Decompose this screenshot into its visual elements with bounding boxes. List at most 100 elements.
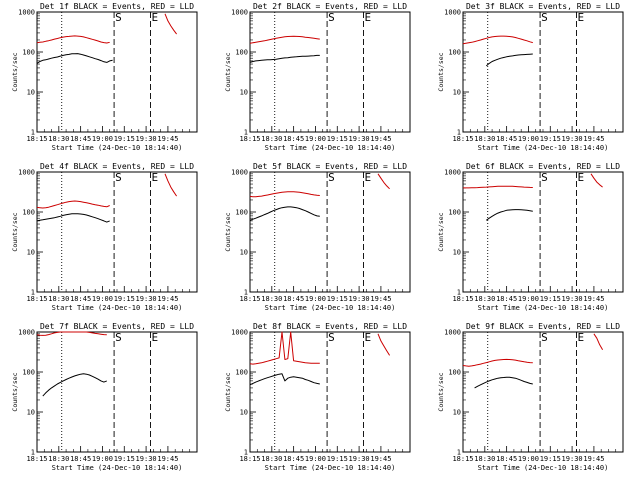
y-tick-label: 1: [31, 449, 35, 457]
x-tick-label: 19:15: [114, 135, 135, 143]
x-tick-label: 18:45: [496, 295, 517, 303]
x-tick-label: 18:15: [239, 295, 260, 303]
y-tick-label: 10: [27, 249, 35, 257]
x-tick-label: 19:00: [92, 295, 113, 303]
x-tick-label: 19:30: [562, 135, 583, 143]
y-axis-label: Counts/sec: [11, 372, 19, 411]
start-marker-label: S: [328, 171, 335, 184]
lld-series-line: [36, 13, 178, 44]
y-axis-label: Counts/sec: [437, 212, 445, 251]
x-tick-label: 18:15: [452, 455, 473, 463]
panel-title: Det 4f BLACK = Events, RED = LLD: [40, 162, 194, 171]
panel-title: Det 3f BLACK = Events, RED = LLD: [466, 2, 620, 11]
x-axis-label: Start Time (24-Dec-10 18:14:40): [52, 144, 183, 152]
lld-series-line: [36, 173, 178, 209]
plot-frame: [249, 11, 411, 133]
start-marker-label: S: [328, 331, 335, 344]
start-marker-label: S: [541, 171, 548, 184]
y-tick-label: 1: [457, 449, 461, 457]
y-tick-label: 1: [31, 289, 35, 297]
y-tick-label: 10: [240, 89, 248, 97]
x-axis-label: Start Time (24-Dec-10 18:14:40): [52, 464, 183, 472]
detector-panel: Det 2f BLACK = Events, RED = LLD 1 10 100 10…: [224, 2, 411, 152]
detector-panel: Det 4f BLACK = Events, RED = LLD 1 10 100 10…: [11, 162, 198, 312]
y-axis-label: Counts/sec: [224, 52, 232, 91]
lld-series-line: [462, 35, 533, 45]
plot-frame: [462, 171, 624, 293]
x-tick-label: 19:15: [327, 455, 348, 463]
x-tick-label: 18:15: [26, 135, 47, 143]
plot-frame: [249, 171, 411, 293]
y-tick-label: 100: [22, 209, 35, 217]
y-tick-label: 10: [240, 409, 248, 417]
y-tick-label: 1000: [444, 329, 461, 337]
x-tick-label: 19:00: [305, 455, 326, 463]
detector-panel: Det 8f BLACK = Events, RED = LLD 1 10 100 10…: [224, 322, 411, 472]
end-marker-label: E: [151, 11, 158, 24]
events-series-line: [249, 373, 320, 386]
x-tick-label: 18:45: [70, 135, 91, 143]
lld-series-line: [249, 173, 390, 198]
x-tick-label: 18:30: [474, 135, 495, 143]
y-tick-label: 10: [240, 249, 248, 257]
x-tick-label: 19:15: [540, 295, 561, 303]
x-tick-label: 19:15: [327, 135, 348, 143]
panel-title: Det 8f BLACK = Events, RED = LLD: [253, 322, 407, 331]
x-tick-label: 19:30: [349, 135, 370, 143]
lld-series-line: [36, 331, 107, 336]
x-tick-label: 19:30: [562, 455, 583, 463]
y-axis-label: Counts/sec: [437, 52, 445, 91]
y-tick-label: 1000: [231, 329, 248, 337]
end-marker-label: E: [577, 171, 584, 184]
x-tick-label: 19:30: [136, 455, 157, 463]
start-marker-label: S: [115, 331, 122, 344]
y-tick-label: 1: [457, 289, 461, 297]
lld-series-line: [249, 35, 320, 44]
y-axis-label: Counts/sec: [11, 52, 19, 91]
end-marker-label: E: [151, 171, 158, 184]
x-axis-label: Start Time (24-Dec-10 18:14:40): [478, 464, 609, 472]
y-tick-label: 1000: [444, 9, 461, 17]
y-tick-label: 1000: [18, 329, 35, 337]
y-tick-label: 10: [453, 409, 461, 417]
x-tick-label: 19:45: [583, 455, 604, 463]
x-tick-label: 18:30: [261, 135, 282, 143]
y-tick-label: 1: [244, 289, 248, 297]
start-marker-label: S: [541, 11, 548, 24]
x-tick-label: 19:00: [518, 455, 539, 463]
events-series-line: [486, 209, 533, 221]
detector-panel: Det 5f BLACK = Events, RED = LLD 1 10 100 10…: [224, 162, 411, 312]
panel-title: Det 2f BLACK = Events, RED = LLD: [253, 2, 407, 11]
x-tick-label: 19:30: [136, 295, 157, 303]
y-axis-label: Counts/sec: [11, 212, 19, 251]
x-tick-label: 18:30: [48, 135, 69, 143]
x-tick-label: 18:15: [452, 295, 473, 303]
detector-panel: Det 1f BLACK = Events, RED = LLD 1 10 100 10…: [11, 2, 198, 152]
plot-frame: [462, 331, 624, 453]
panel-title: Det 1f BLACK = Events, RED = LLD: [40, 2, 194, 11]
events-series-line: [42, 373, 107, 397]
end-marker-label: E: [364, 331, 371, 344]
end-marker-label: E: [577, 11, 584, 24]
x-axis-label: Start Time (24-Dec-10 18:14:40): [265, 464, 396, 472]
x-tick-label: 19:15: [540, 135, 561, 143]
panel-title: Det 6f BLACK = Events, RED = LLD: [466, 162, 620, 171]
y-tick-label: 100: [22, 49, 35, 57]
x-tick-label: 19:00: [305, 295, 326, 303]
x-tick-label: 19:00: [305, 135, 326, 143]
x-tick-label: 19:45: [157, 135, 178, 143]
x-tick-label: 18:30: [474, 455, 495, 463]
y-axis-label: Counts/sec: [224, 212, 232, 251]
x-tick-label: 19:15: [327, 295, 348, 303]
y-tick-label: 10: [27, 409, 35, 417]
events-series-line: [249, 54, 320, 63]
x-axis-label: Start Time (24-Dec-10 18:14:40): [265, 144, 396, 152]
start-marker-label: S: [115, 171, 122, 184]
x-tick-label: 19:00: [518, 135, 539, 143]
lld-series-line: [462, 333, 604, 367]
y-tick-label: 100: [235, 369, 248, 377]
x-tick-label: 18:15: [26, 295, 47, 303]
x-tick-label: 19:15: [540, 455, 561, 463]
y-tick-label: 1000: [444, 169, 461, 177]
